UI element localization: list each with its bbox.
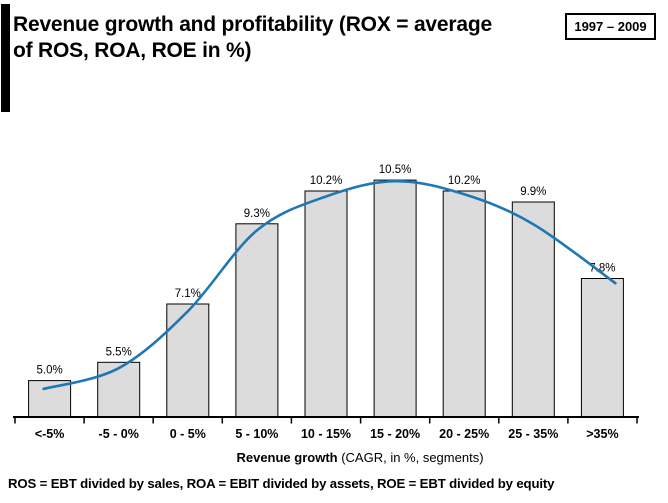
bar-value-label: 7.8% [589, 263, 615, 275]
page-title-line-1: Revenue growth and profitability (ROX = … [13, 13, 492, 36]
bar [511, 201, 555, 418]
x-axis-category-label: 15 - 20% [370, 427, 420, 441]
x-axis-category-label: 20 - 25% [439, 427, 489, 441]
bar-value-label: 10.5% [379, 164, 412, 176]
bar [373, 179, 417, 418]
x-axis-category-label: 5 - 10% [235, 427, 278, 441]
bar [304, 190, 348, 418]
bar-value-label: 5.0% [36, 365, 62, 377]
page-title-line-2: of ROS, ROA, ROE in %) [13, 39, 252, 62]
bar [235, 223, 279, 418]
trend-curve [42, 179, 617, 391]
bar-value-label: 5.5% [106, 346, 132, 358]
x-axis-title: Revenue growth (CAGR, in %, segments) [52, 450, 668, 465]
x-axis-category-label: >35% [586, 427, 618, 441]
x-axis-title-bold: Revenue growth [236, 450, 338, 465]
bar-value-label: 10.2% [310, 175, 343, 187]
x-axis-category-label: 10 - 15% [301, 427, 351, 441]
x-axis-category-label: <-5% [35, 427, 65, 441]
left-accent-bar [1, 4, 10, 112]
bar-value-label: 9.3% [244, 208, 270, 220]
footnote: ROS = EBT divided by sales, ROA = EBIT d… [8, 476, 555, 491]
bar [97, 361, 141, 418]
bar-chart: 5.0% 5.5% 7.1% 9.3% 10.2% 10.5% 10.2% 9.9% 7.8% <… [13, 164, 639, 441]
bar-value-label: 9.9% [520, 186, 546, 198]
bar [442, 190, 486, 418]
bar [28, 380, 72, 418]
bar-value-label: 7.1% [175, 288, 201, 300]
x-axis-category-label: -5 - 0% [99, 427, 139, 441]
bar [166, 303, 210, 418]
page-title: Revenue growth and profitability (ROX = … [13, 12, 492, 64]
period-badge: 1997 – 2009 [565, 13, 656, 40]
bar-value-label: 10.2% [448, 175, 481, 187]
x-axis-title-note: (CAGR, in %, segments) [337, 450, 484, 465]
x-axis-category-label: 25 - 35% [508, 427, 558, 441]
x-axis-category-label: 0 - 5% [170, 427, 206, 441]
bar [580, 278, 624, 418]
